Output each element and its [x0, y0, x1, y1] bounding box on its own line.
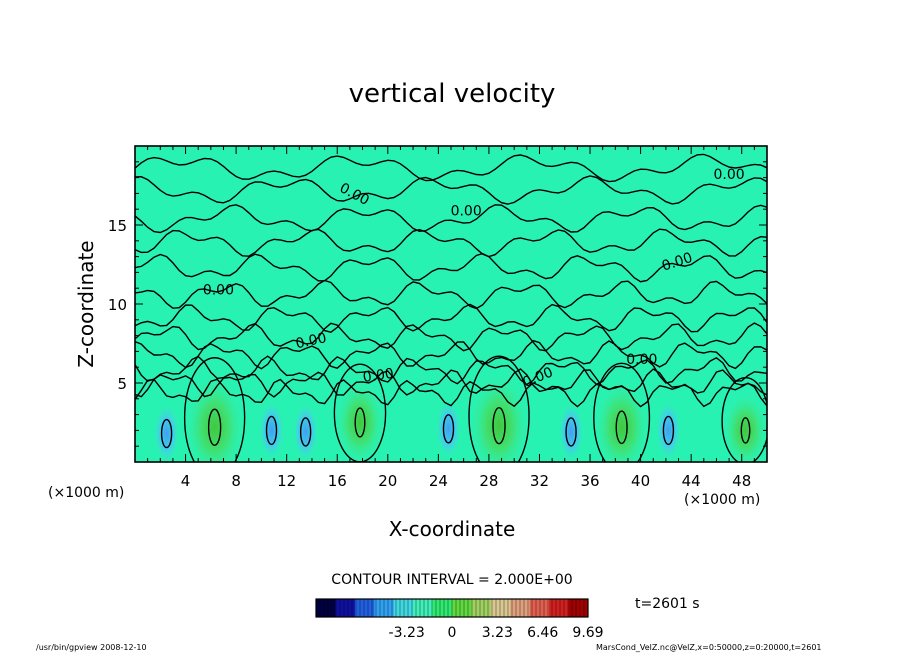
- zero-contour-3: [135, 228, 767, 258]
- x-tick-label-8: 36: [580, 472, 599, 490]
- contour-lines: [135, 153, 767, 462]
- colorbar-label-3: 6.46: [527, 625, 558, 641]
- updraft-inner-contour-2: [492, 406, 506, 445]
- zero-contour-6: [135, 303, 767, 333]
- x-tick-label-3: 16: [328, 472, 347, 490]
- x-tick-label-11: 48: [732, 472, 751, 490]
- zero-contour-8: [135, 339, 767, 370]
- colorbar-frame: [315, 598, 589, 618]
- downdraft-contour-5: [662, 415, 675, 446]
- updraft-1: [334, 379, 386, 462]
- updraft-contour-2: [468, 355, 530, 462]
- x-tick-label-6: 28: [479, 472, 498, 490]
- footer-left: /usr/bin/gpview 2008-12-10: [36, 643, 147, 652]
- y-tick-label-0: 5: [117, 375, 127, 393]
- y-tick-label-1: 10: [108, 296, 127, 314]
- zero-contour-7: [135, 322, 767, 352]
- x-tick-label-2: 12: [277, 472, 296, 490]
- contour-label-8: 0.00: [626, 352, 657, 368]
- contour-interval: CONTOUR INTERVAL = 2.000E+00: [331, 572, 572, 588]
- updraft-3: [594, 379, 650, 462]
- x-tick-label-9: 40: [631, 472, 650, 490]
- x-tick-label-0: 4: [181, 472, 191, 490]
- downdraft-3: [435, 398, 462, 459]
- colorbar-label-4: 9.69: [572, 625, 603, 641]
- colorbar-labels: -3.23 0 3.23 6.46 9.69: [389, 625, 604, 641]
- downdraft-contour-3: [442, 414, 455, 444]
- x-tick-label-7: 32: [530, 472, 549, 490]
- updraft-2: [469, 373, 530, 462]
- time-label: t=2601 s: [635, 596, 700, 612]
- colorbar-cell-8: [471, 599, 492, 617]
- x-tick-label-4: 20: [378, 472, 397, 490]
- downdraft-2: [292, 401, 319, 462]
- downdraft-contour-1: [265, 415, 278, 446]
- colorbar: -3.23 0 3.23 6.46 9.69: [315, 598, 604, 641]
- colorbar-cell-13: [568, 599, 589, 617]
- updraft-4: [722, 392, 767, 462]
- updraft-inner-contour-0: [207, 408, 222, 446]
- colorbar-cells: [316, 599, 589, 617]
- contour-label-4: 0.00: [203, 283, 234, 299]
- colorbar-cell-1: [335, 599, 356, 617]
- downdraft-0: [153, 403, 180, 462]
- downdraft-5: [655, 400, 682, 461]
- contour-label-2: 0.00: [713, 167, 744, 183]
- zero-contour-4: [135, 252, 767, 283]
- zero-contour-11: [135, 378, 767, 408]
- colorbar-cell-6: [432, 599, 453, 617]
- y-tick-label-2: 15: [108, 217, 127, 235]
- colorbar-label-0: -3.23: [389, 625, 425, 641]
- updraft-inner-contour-4: [740, 417, 751, 444]
- updraft-contour-0: [183, 357, 246, 462]
- zero-contour-9: [135, 355, 767, 386]
- y-axis-label: Z-coordinate: [74, 240, 98, 367]
- x-axis-label: X-coordinate: [389, 517, 516, 541]
- zero-contour-1: [135, 175, 767, 205]
- downdraft-contour-4: [565, 417, 577, 447]
- downdraft-contour-2: [299, 417, 312, 447]
- field-layer: [153, 373, 767, 462]
- updraft-inner-contour-3: [615, 410, 628, 445]
- contour-label-1: 0.00: [451, 204, 482, 220]
- downdraft-4: [558, 401, 585, 462]
- updraft-inner-contour-1: [354, 407, 366, 438]
- colorbar-cell-0: [316, 599, 336, 617]
- updraft-0: [184, 375, 245, 462]
- zero-contour-10: [135, 368, 767, 398]
- colorbar-label-2: 3.23: [482, 625, 513, 641]
- x-tick-label-10: 44: [682, 472, 701, 490]
- zero-contour-2: [135, 204, 767, 234]
- colorbar-cell-11: [529, 599, 550, 617]
- x-tick-label-5: 24: [429, 472, 448, 490]
- updraft-contour-3: [593, 362, 651, 462]
- contour-label-5: 0.00: [294, 330, 328, 352]
- colorbar-cell-7: [452, 599, 472, 617]
- x-unit-left: (×1000 m): [48, 485, 124, 501]
- downdraft-contour-0: [160, 418, 173, 449]
- colorbar-label-1: 0: [448, 625, 457, 641]
- x-tick-label-1: 8: [231, 472, 241, 490]
- x-unit-right: (×1000 m): [684, 492, 760, 508]
- contour-label-6: 0.00: [362, 366, 395, 386]
- chart-title: vertical velocity: [349, 79, 556, 109]
- zero-contour-0: [135, 153, 767, 183]
- colorbar-cell-4: [393, 599, 414, 617]
- zero-contour-5: [135, 279, 767, 310]
- footer-right: MarsCond_VelZ.nc@VelZ,x=0:50000,z=0:2000…: [596, 643, 822, 652]
- downdraft-1: [258, 400, 285, 461]
- updraft-contour-4: [721, 377, 767, 462]
